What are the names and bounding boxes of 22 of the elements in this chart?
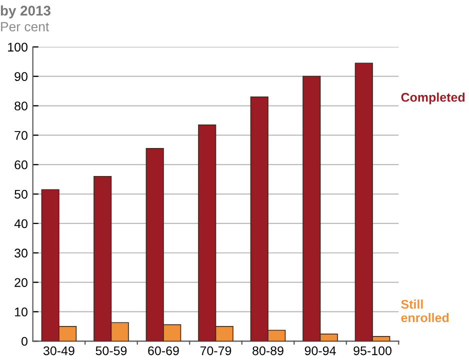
y-tick-label: 100 bbox=[8, 42, 28, 52]
y-tick-label: 30 bbox=[14, 248, 28, 258]
x-tick-label: 60-69 bbox=[148, 346, 179, 356]
x-tick-label: 95-100 bbox=[354, 346, 392, 356]
y-tick-label: 60 bbox=[14, 160, 28, 170]
y-tick-label: 50 bbox=[14, 190, 28, 199]
x-tick-label: 30-49 bbox=[43, 346, 74, 356]
y-tick-label: 80 bbox=[14, 102, 28, 110]
x-tick-label: 80-89 bbox=[252, 346, 284, 356]
series-label: Still enrolled bbox=[401, 300, 449, 322]
chart-subtitle: Per cent bbox=[1, 22, 50, 32]
chart-title: by 2013 bbox=[0, 5, 50, 18]
x-tick-label: 70-79 bbox=[200, 346, 232, 356]
y-tick-label: 10 bbox=[15, 308, 28, 316]
y-tick-label: 0 bbox=[22, 336, 28, 346]
x-tick-label: 90-94 bbox=[304, 346, 336, 356]
y-tick-label: 90 bbox=[14, 72, 28, 82]
text: Completed bbox=[401, 92, 465, 104]
y-tick-label: 20 bbox=[14, 278, 28, 287]
y-tick-label: 40 bbox=[14, 219, 28, 228]
x-tick-label: 50-59 bbox=[96, 346, 127, 356]
y-tick-label: 70 bbox=[14, 130, 28, 140]
